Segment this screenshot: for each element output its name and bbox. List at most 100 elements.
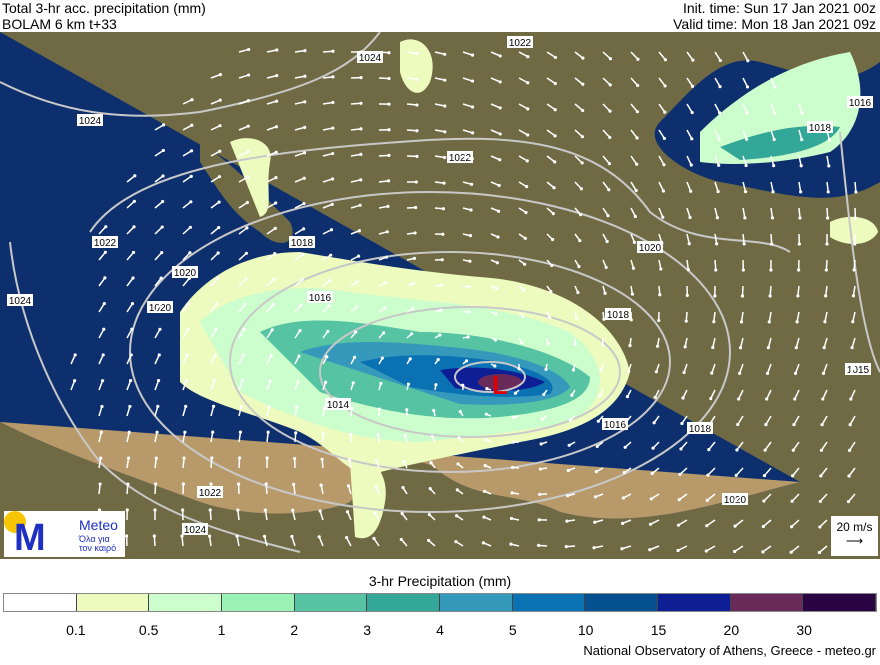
wind-arrow-head — [746, 59, 750, 63]
wind-arrow-head — [428, 487, 432, 491]
wind-arrow — [98, 303, 105, 313]
legend-colorbar — [3, 593, 877, 612]
wind-arrow-head — [470, 53, 475, 57]
wind-arrow — [763, 467, 772, 477]
wind-arrow — [238, 150, 249, 157]
meteo-logo[interactable]: M Meteo Όλα για τον καιρό — [4, 511, 125, 557]
wind-arrow-head — [688, 215, 692, 220]
isobar-label-bg — [147, 301, 173, 313]
wind-arrow — [678, 493, 688, 501]
credit: National Observatory of Athens, Greece -… — [583, 643, 876, 658]
wind-arrow-head — [717, 163, 721, 167]
wind-arrow — [126, 458, 130, 469]
wind-arrow — [182, 150, 192, 157]
wind-arrow — [847, 493, 856, 503]
wind-arrow — [764, 441, 772, 451]
wind-arrow-head — [427, 512, 431, 517]
wind-arrow-head — [356, 279, 360, 284]
legend-swatch — [440, 594, 513, 611]
wind-arrow-head — [553, 108, 557, 112]
wind-arrow-head — [262, 534, 267, 538]
wind-arrow — [518, 129, 529, 136]
wind-arrow-head — [320, 457, 324, 461]
isobar-label-bg — [447, 151, 473, 163]
wind-arrow-head — [461, 383, 465, 387]
wind-arrow — [182, 99, 193, 105]
wind-arrow-head — [716, 189, 720, 194]
wind-arrow-head — [553, 55, 557, 60]
wind-arrow-head — [483, 464, 487, 468]
wind-arrow — [742, 51, 749, 62]
wind-arrow — [263, 536, 268, 547]
wind-arrow — [714, 207, 719, 218]
wind-arrow — [182, 406, 187, 417]
wind-arrow-head — [680, 421, 684, 426]
isobar-label: 1024 — [359, 53, 382, 64]
wind-arrow — [766, 363, 772, 374]
wind-arrow-head — [317, 535, 321, 539]
wind-arrow-head — [663, 110, 667, 114]
wind-arrow — [602, 103, 611, 112]
wind-arrow-head — [482, 515, 486, 519]
wind-arrow-head — [357, 254, 361, 258]
wind-arrow-head — [827, 164, 831, 168]
arrow-right-icon: ⟶ — [845, 534, 864, 548]
wind-arrow — [350, 128, 362, 131]
legend-tick: 0.5 — [138, 622, 159, 638]
wind-arrow-head — [564, 544, 568, 549]
wind-arrow-head — [686, 268, 690, 272]
wind-arrow — [154, 483, 157, 495]
wind-arrow — [266, 406, 270, 417]
wind-arrow-head — [454, 540, 458, 544]
wind-arrow-head — [401, 485, 405, 490]
wind-arrow — [826, 207, 829, 219]
wind-arrow-head — [132, 199, 137, 203]
wind-arrow-head — [817, 550, 821, 555]
wind-arrow-head — [770, 216, 775, 220]
wind-arrow — [238, 380, 244, 391]
wind-arrow — [706, 493, 716, 501]
wind-arrow — [266, 227, 276, 235]
wind-arrow-head — [330, 177, 335, 181]
wind-arrow-head — [302, 201, 306, 206]
wind-arrow-head — [275, 48, 279, 52]
wind-arrow-head — [538, 467, 543, 471]
wind-arrow — [294, 152, 305, 157]
wind-arrow-head — [800, 111, 804, 116]
logo-brand: Meteo — [79, 517, 118, 533]
legend-swatch — [294, 594, 368, 611]
wind-arrow-head — [157, 353, 161, 357]
wind-arrow-head — [211, 404, 216, 408]
wind-arrow — [686, 77, 694, 87]
wind-arrow-head — [211, 430, 215, 434]
wind-arrow — [238, 176, 249, 183]
wind-arrow — [763, 493, 772, 502]
wind-arrow — [98, 406, 103, 417]
wind-arrow — [182, 354, 188, 365]
wind-arrow — [734, 545, 744, 553]
wind-arrow — [210, 176, 220, 183]
wind-arrow-head — [267, 404, 271, 409]
wind-arrow-head — [509, 542, 513, 546]
wind-arrow-head — [608, 109, 612, 113]
wind-arrow-head — [126, 482, 130, 486]
wind-arrow-head — [539, 442, 543, 446]
wind-arrow — [182, 124, 193, 131]
wind-arrow — [378, 154, 390, 157]
wind-arrow-head — [351, 381, 355, 385]
wind-arrow — [797, 285, 800, 297]
wind-arrow-head — [183, 430, 187, 434]
wind-arrow-head — [439, 283, 444, 287]
wind-arrow — [322, 203, 333, 209]
wind-arrow-head — [412, 282, 416, 286]
wind-arrow — [736, 441, 744, 451]
wind-arrow-head — [244, 251, 249, 255]
wind-arrow-head — [350, 406, 354, 411]
wind-arrow-head — [241, 353, 245, 357]
wind-arrow-head — [244, 277, 248, 281]
wind-arrow-head — [791, 448, 795, 452]
isobar-label: 1020 — [639, 243, 662, 254]
wind-arrow — [210, 227, 220, 235]
wind-arrow-head — [443, 52, 447, 56]
wind-arrow-head — [99, 456, 103, 460]
